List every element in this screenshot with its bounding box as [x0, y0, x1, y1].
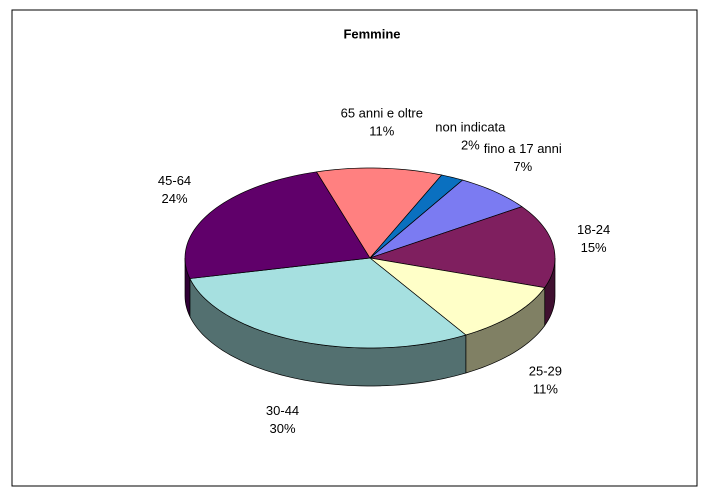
pie-slice: [369, 206, 556, 288]
slice-label: 45-64: [158, 173, 191, 188]
pie-slice: [189, 257, 467, 349]
slice-value-label: 15%: [581, 240, 607, 255]
slice-value-label: 30%: [270, 421, 296, 436]
slice-value-label: 7%: [513, 159, 532, 174]
slice-value-label: 24%: [162, 191, 188, 206]
pie-slice: [368, 257, 546, 336]
slice-label: 18-24: [577, 222, 610, 237]
slice-label: 65 anni e oltre: [341, 106, 423, 121]
slice-label: 30-44: [266, 403, 299, 418]
slice-value-label: 2%: [461, 138, 480, 153]
pie-slice: [184, 171, 371, 279]
pie-slice: [369, 179, 523, 259]
slice-label: fino a 17 anni: [484, 141, 562, 156]
pie-sides: [184, 257, 556, 387]
pie-slice: [369, 174, 464, 259]
chart-title: Femmine: [343, 26, 400, 41]
slice-value-label: 11%: [533, 381, 558, 396]
slice-label: non indicata: [435, 120, 506, 135]
pie-slice: [315, 167, 443, 259]
slice-value-label: 11%: [369, 124, 394, 139]
slice-label: 25-29: [529, 363, 562, 378]
